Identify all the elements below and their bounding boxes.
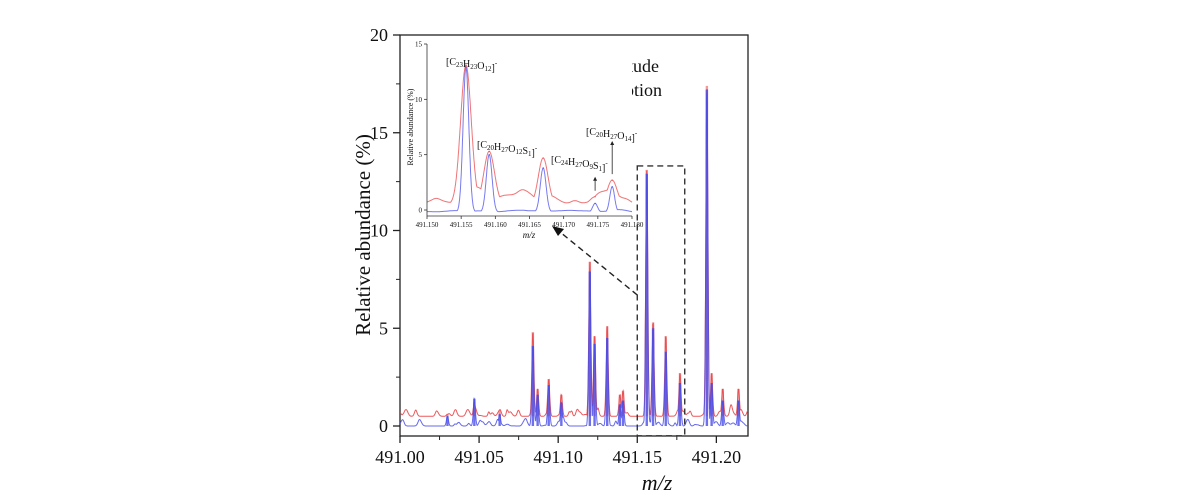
inset-x-tick-label: 491.165 <box>518 221 541 229</box>
inset-y-axis-label: Relative abundance (%) <box>406 88 415 165</box>
zoom-region-box <box>636 165 686 437</box>
annotation-part: 27 <box>501 146 509 154</box>
inset-series-line-absorption <box>427 66 632 213</box>
annotation-part: - <box>635 129 638 137</box>
peak-annotation: [C20H27O14]- <box>586 127 638 144</box>
annotation-part: ] <box>602 163 605 174</box>
annotation-arrow-head <box>610 141 615 145</box>
annotation-part: ] <box>532 148 535 159</box>
inset-y-tick-label: 15 <box>415 41 423 49</box>
inset-peak-magnitude <box>542 157 544 159</box>
annotation-part: 24 <box>561 159 569 167</box>
annotation-part: [C <box>446 57 456 68</box>
x-tick-label: 491.20 <box>692 447 742 467</box>
x-tick-label: 491.15 <box>613 447 663 467</box>
annotation-part: - <box>495 59 498 67</box>
annotation-part: [C <box>551 155 561 166</box>
y-tick-label: 15 <box>370 123 388 143</box>
series-line-absorption <box>399 92 748 427</box>
y-axis-label: Relative abundance (%) <box>351 134 375 336</box>
zoom-overlay <box>552 165 686 437</box>
peak-annotation: [C20H27O12S1]- <box>477 140 538 159</box>
inset-x-tick-label: 491.155 <box>450 221 473 229</box>
inset-background <box>427 40 632 216</box>
inset-x-axis-label: m/z <box>523 230 536 240</box>
annotation-part: O <box>617 131 624 142</box>
annotation-part: S <box>522 146 528 157</box>
annotation-part: 23 <box>456 61 464 69</box>
annotation-part: 27 <box>610 133 618 141</box>
annotation-part: O <box>582 159 589 170</box>
y-tick-label: 20 <box>370 25 388 45</box>
annotation-part: H <box>568 157 575 168</box>
annotation-part: - <box>535 144 538 152</box>
inset-peak-magnitude <box>594 196 596 198</box>
series-line-magnitude <box>399 88 749 417</box>
inset-plot: 491.150 491.155 491.160 491.165 491.170 491.1… <box>406 40 644 240</box>
annotation-part: 20 <box>487 144 495 152</box>
annotation-part: 12 <box>484 65 492 73</box>
annotation-arrow-head <box>593 176 598 181</box>
inset-x-tick-label: 491.150 <box>416 221 439 229</box>
annotation-part: 20 <box>596 131 604 139</box>
inset-series-line-magnitude <box>426 64 633 204</box>
inset-peak-magnitude <box>465 64 467 66</box>
annotation-part: O <box>508 144 515 155</box>
annotation-part: 1 <box>528 150 532 158</box>
x-axis-label: m/z <box>642 470 673 495</box>
inset-peak-magnitude <box>611 179 613 181</box>
annotation-part: O <box>477 61 484 72</box>
annotation-part: 27 <box>575 161 583 169</box>
annotation-part: ] <box>631 133 634 144</box>
annotation-part: 1 <box>599 165 603 173</box>
inset-peak-absorption <box>594 202 596 204</box>
annotation-part: ] <box>491 63 494 74</box>
peak-annotation: [C23H23O12]- <box>446 57 498 74</box>
annotation-part: 12 <box>515 148 523 156</box>
inset-y-tick-label: 0 <box>419 207 423 215</box>
inset-peak-absorption <box>542 167 544 169</box>
y-tick-label: 10 <box>370 221 388 241</box>
main-plot-frame <box>399 34 749 437</box>
inset-peak-absorption <box>488 154 490 156</box>
annotation-part: H <box>494 142 501 153</box>
zoom-arrow-line <box>559 231 638 296</box>
x-tick-label: 491.05 <box>454 447 504 467</box>
y-tick-label: 0 <box>379 416 388 436</box>
inset-peak-magnitude <box>488 150 490 152</box>
annotation-part: 23 <box>470 63 478 71</box>
inset-y-tick-label: 5 <box>419 151 423 159</box>
inset-peak-absorption <box>465 66 467 68</box>
inset-x-tick-label: 491.170 <box>552 221 575 229</box>
x-tick-label: 491.10 <box>533 447 583 467</box>
inset-y-tick-label: 10 <box>415 96 423 104</box>
annotation-part: H <box>603 129 610 140</box>
inset-x-tick-label: 491.175 <box>586 221 609 229</box>
annotation-part: S <box>593 161 599 172</box>
inset-x-tick-label: 491.180 <box>621 221 644 229</box>
zoom-arrow-head <box>552 226 564 236</box>
annotation-part: 14 <box>624 135 632 143</box>
inset-peak-absorption <box>611 186 613 188</box>
annotation-part: - <box>605 159 608 167</box>
inset-x-tick-label: 491.160 <box>484 221 507 229</box>
annotation-part: [C <box>586 127 596 138</box>
peak-annotation: [C24H27O9S1]- <box>551 155 608 174</box>
y-tick-label: 5 <box>379 318 388 338</box>
x-tick-label: 491.00 <box>375 447 425 467</box>
annotation-part: H <box>463 59 470 70</box>
annotation-part: [C <box>477 140 487 151</box>
annotation-part: 9 <box>589 163 593 171</box>
